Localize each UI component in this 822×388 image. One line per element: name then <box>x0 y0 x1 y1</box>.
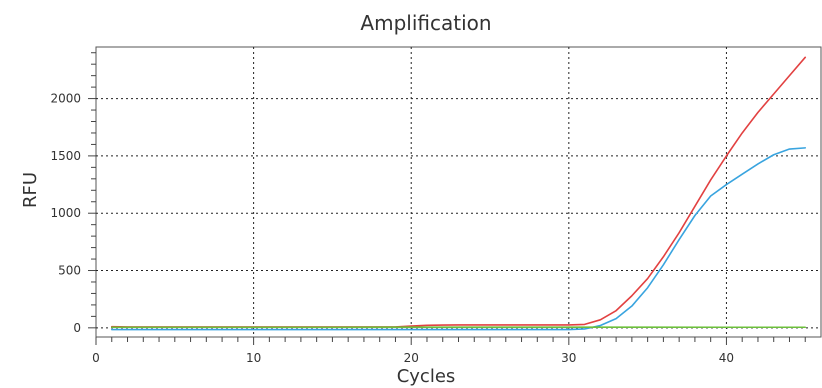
chart-title: Amplification <box>360 11 491 35</box>
plot-area-frame <box>95 46 822 338</box>
y-tick-label: 1000 <box>50 206 81 220</box>
x-tick-label: 40 <box>719 351 734 365</box>
series-line-1 <box>110 56 807 328</box>
y-tick-label: 1500 <box>50 149 81 163</box>
y-axis-label: RFU <box>20 172 41 208</box>
x-tick-label: 20 <box>404 351 419 365</box>
series-line-2 <box>110 147 807 331</box>
y-tick-label: 500 <box>58 264 81 278</box>
x-axis-label: Cycles <box>397 366 456 387</box>
x-tick-label: 30 <box>561 351 576 365</box>
y-tick-label: 2000 <box>50 92 81 106</box>
x-tick-label: 10 <box>246 351 261 365</box>
x-tick-label: 0 <box>92 351 100 365</box>
y-tick-label: 0 <box>73 321 81 335</box>
